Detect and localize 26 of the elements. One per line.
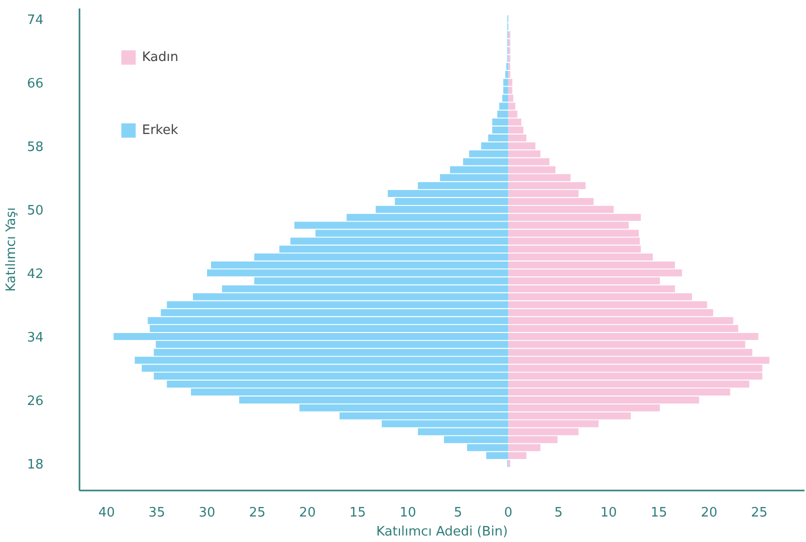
y-tick-label: 34 (26, 330, 44, 346)
y-tick-label: 18 (26, 458, 44, 472)
x-tick-label: 0 (504, 506, 512, 520)
x-tick-label: 20 (299, 506, 316, 520)
y-axis-title: Katılımcı Yaşı (4, 207, 19, 292)
x-tick-label: 10 (600, 506, 617, 520)
x-tick-label: 30 (198, 506, 216, 520)
x-tick-label: 15 (349, 506, 366, 520)
legend-label: Kadın (142, 50, 178, 64)
y-tick-label: 74 (26, 12, 44, 28)
x-tick-label: 5 (454, 506, 462, 520)
x-tick-label: 10 (400, 506, 416, 520)
x-axis-title: Katılımcı Adedi (Bin) (376, 524, 508, 540)
y-tick-label: 58 (26, 140, 44, 155)
x-tick-label: 15 (650, 506, 668, 520)
x-tick-label: 20 (700, 506, 718, 520)
y-tick-label: 66 (26, 76, 44, 92)
x-tick-label: 25 (751, 506, 768, 520)
y-tick-label: 42 (26, 266, 44, 282)
x-tick-label: 35 (148, 506, 166, 520)
y-tick-label: 26 (26, 394, 44, 409)
x-tick-label: 40 (98, 506, 115, 520)
x-tick-label: 25 (248, 506, 266, 520)
legend-label: Erkek (142, 122, 178, 138)
x-tick-label: 5 (554, 506, 563, 520)
y-tick-label: 50 (26, 203, 44, 218)
